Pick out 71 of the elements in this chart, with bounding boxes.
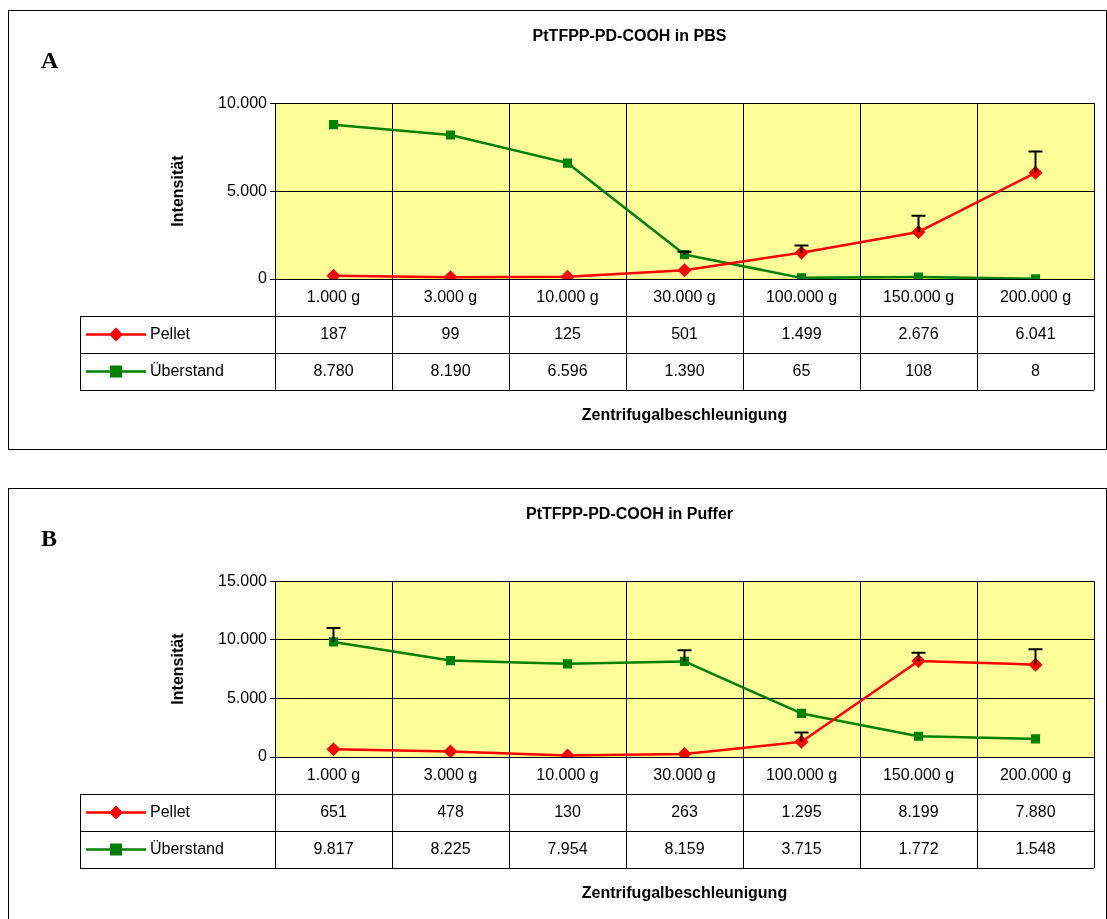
y-tick-label: 0 [258,747,268,765]
data-label: 8.190 [430,361,471,379]
y-tick-label: 10.000 [218,630,268,648]
x-tick-label: 200.000 g [999,288,1072,306]
x-axis-title: Zentrifugalbeschleunigung [581,884,788,902]
point [796,708,807,719]
data-label: 8.199 [898,802,939,820]
x-tick-label: 3.000 g [423,766,478,784]
data-label: 8.159 [664,839,705,857]
data-label: 6.596 [547,361,588,379]
point [562,158,573,168]
data-label: 1.548 [1015,839,1056,857]
data-label: 130 [554,802,581,820]
x-tick-label: 30.000 g [653,766,716,784]
data-label: 1.499 [781,324,822,342]
data-label: 3.715 [781,839,822,857]
y-tick-label: 5.000 [226,181,268,199]
y-tick-label: 5.000 [226,688,268,706]
x-tick-label: 100.000 g [765,288,838,306]
data-label: 6.041 [1015,324,1056,342]
x-tick-label: 3.000 g [423,288,478,306]
data-label: 1.390 [664,361,705,379]
data-label: 1.295 [781,802,822,820]
data-label: 125 [554,324,581,342]
data-label: 99 [441,324,460,342]
data-label: 2.676 [898,324,939,342]
legend-label: Pellet [150,802,191,820]
data-label: 108 [905,361,932,379]
text: B [41,525,58,551]
data-label: 8.225 [430,839,471,857]
point [443,744,458,757]
data-label: 501 [671,324,698,342]
data-label: 65 [792,361,811,379]
point [328,120,339,130]
point [913,731,924,741]
x-tick-label: 1.000 g [306,288,361,306]
x-tick-label: 150.000 g [882,766,955,784]
data-label: 7.880 [1015,802,1056,820]
point [445,656,456,666]
data-label: 263 [671,802,698,820]
point [445,130,456,140]
x-tick-label: 1.000 g [306,766,361,784]
legend-label: Pellet [150,324,191,342]
chart-title: PtTFPP-PD-COOH in Puffer [525,505,734,523]
chart-title: PtTFPP-PD-COOH in PBS [532,27,727,45]
point [326,742,341,757]
data-label: 8 [1031,361,1041,379]
y-tick-label: 0 [258,269,268,287]
x-tick-label: 100.000 g [765,766,838,784]
data-label: 8.780 [313,361,354,379]
data-label: 9.817 [313,839,354,857]
x-tick-label: 200.000 g [999,766,1072,784]
point [562,659,573,669]
data-label: 478 [437,802,464,820]
data-label: 651 [320,802,347,820]
legend-label: Überstand [150,361,224,379]
x-axis-title: Zentrifugalbeschleunigung [581,406,788,424]
x-tick-label: 10.000 g [536,288,599,306]
text: A [41,47,59,73]
data-label: 1.772 [898,839,939,857]
y-tick-label: 15.000 [218,571,268,589]
x-tick-label: 150.000 g [882,288,955,306]
legend-label: Überstand [150,839,224,857]
y-axis-title: Intensität [169,632,187,705]
data-label: 187 [320,324,347,342]
y-tick-label: 10.000 [218,93,268,111]
data-label: 7.954 [547,839,588,857]
y-axis-title: Intensität [169,154,187,227]
x-tick-label: 10.000 g [536,766,599,784]
x-tick-label: 30.000 g [653,288,716,306]
point [1030,734,1041,744]
